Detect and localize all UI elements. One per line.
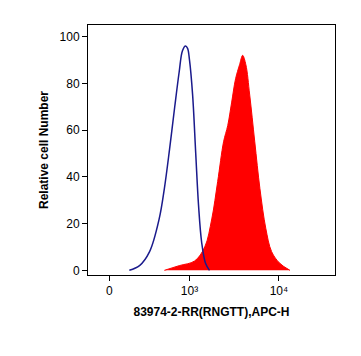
svg-text:20: 20	[66, 217, 80, 231]
svg-text:0: 0	[73, 264, 80, 278]
svg-text:0: 0	[106, 284, 113, 298]
svg-text:10³: 10³	[181, 284, 198, 298]
svg-text:100: 100	[60, 30, 80, 44]
svg-text:Relative cell Number: Relative cell Number	[37, 91, 51, 209]
svg-text:80: 80	[66, 77, 80, 91]
svg-text:83974-2-RR(RNGTT),APC-H: 83974-2-RR(RNGTT),APC-H	[133, 305, 289, 319]
svg-text:40: 40	[66, 170, 80, 184]
svg-text:60: 60	[66, 123, 80, 137]
svg-text:10⁴: 10⁴	[270, 284, 289, 298]
